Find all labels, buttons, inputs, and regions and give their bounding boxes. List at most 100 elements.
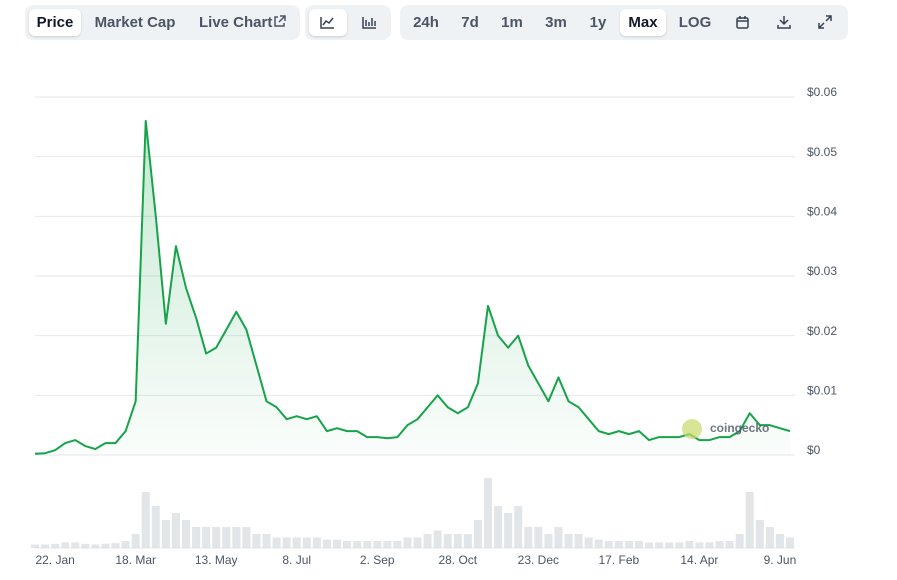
y-tick-label: $0.02 <box>807 324 837 338</box>
volume-bar <box>232 527 241 548</box>
volume-bar <box>463 534 472 548</box>
volume-bar <box>282 537 291 548</box>
volume-bar <box>534 527 543 548</box>
volume-bar <box>685 541 694 548</box>
range[interactable]: LOG <box>678 14 712 31</box>
volume-bar <box>504 513 513 548</box>
volume-bar <box>383 541 392 548</box>
range[interactable]: 24h <box>413 14 439 31</box>
volume-bar <box>745 492 754 548</box>
volume-bar <box>212 527 221 548</box>
volume-bar <box>111 543 120 548</box>
volume-bar <box>584 537 593 548</box>
volume-bar <box>332 539 342 548</box>
volume-bar <box>403 537 412 548</box>
volume-bar <box>413 537 422 548</box>
volume-bar <box>353 541 362 548</box>
volume-bar <box>715 541 724 548</box>
volume-bar <box>665 542 674 548</box>
volume-bar <box>494 506 503 548</box>
volume-bar <box>91 544 100 548</box>
x-tick-label: 14. Apr <box>680 553 718 567</box>
volume-bar <box>725 541 734 548</box>
volume-bar <box>574 534 583 548</box>
volume-bar <box>343 541 352 548</box>
volume-bar <box>705 542 714 548</box>
volume-bar <box>121 541 130 548</box>
volume-bar <box>433 530 442 548</box>
fullscreen-icon[interactable] <box>818 15 832 29</box>
volume-bar <box>423 534 432 548</box>
volume-bar <box>695 542 704 548</box>
volume-bar <box>242 527 251 548</box>
range[interactable]: 1m <box>501 14 523 31</box>
area <box>35 120 790 455</box>
chart-type-tabs <box>305 5 391 40</box>
volume-bar <box>453 534 462 548</box>
volume-bar <box>755 520 764 548</box>
volume-bar <box>171 513 180 548</box>
line-icon <box>320 17 334 29</box>
range[interactable]: 7d <box>461 14 479 31</box>
volume-bar <box>252 534 261 548</box>
volume-bar <box>181 520 191 548</box>
volume-bar <box>775 534 784 548</box>
x-tick-label: 22. Jan <box>35 553 74 567</box>
x-tick-label: 9. Jun <box>764 553 797 567</box>
volume-bar <box>131 534 140 548</box>
view-tabs: Price Market Cap Live Chart <box>25 5 300 40</box>
volume-bar <box>544 534 553 548</box>
volume-bar <box>373 541 382 548</box>
volume-bar <box>604 541 613 548</box>
range[interactable]: 1y <box>589 14 607 31</box>
volume-bar <box>675 542 684 548</box>
volume-bar <box>312 537 321 548</box>
volume-bar <box>192 527 201 548</box>
range[interactable]: Max <box>620 9 666 36</box>
calendar-icon[interactable] <box>736 16 749 29</box>
volume-bar <box>262 534 271 548</box>
volume-bar <box>272 537 281 548</box>
x-tick-label: 28. Oct <box>438 553 477 567</box>
volume-bar <box>141 492 150 548</box>
volume-bar <box>222 527 231 548</box>
volume-bar <box>614 541 623 548</box>
y-tick-label: $0 <box>807 443 821 457</box>
volume-bar <box>554 527 563 548</box>
tab[interactable]: Market Cap <box>94 14 176 31</box>
range[interactable]: 3m <box>545 14 567 31</box>
volume-bar <box>443 534 452 548</box>
volume-bar <box>61 542 70 548</box>
download-icon[interactable] <box>777 15 791 29</box>
volume-bar <box>634 541 644 548</box>
volume-bar <box>393 541 402 548</box>
x-tick-label: 17. Feb <box>599 553 640 567</box>
volume-bar <box>655 542 664 548</box>
y-tick-label: $0.04 <box>807 205 837 219</box>
volume-bar <box>765 527 774 548</box>
volume-bar <box>161 520 170 548</box>
tab[interactable]: Live Chart <box>199 14 273 31</box>
x-tick-label: 18. Mar <box>115 553 156 567</box>
volume-bar <box>41 544 50 548</box>
volume-bar <box>524 527 533 548</box>
price-line <box>34 119 791 455</box>
y-tick-label: $0.01 <box>807 384 837 398</box>
volume-bar <box>473 520 482 548</box>
volume-bar <box>202 527 211 548</box>
watermark: coingecko <box>710 421 769 435</box>
volume-bar <box>151 506 160 548</box>
volume-bar <box>785 537 795 548</box>
volume-bar <box>735 534 744 548</box>
volume-bar <box>71 542 80 548</box>
volume-bar <box>514 506 523 548</box>
volume-bar <box>645 542 654 548</box>
volume-bar <box>564 534 573 548</box>
external-icon <box>274 15 286 27</box>
volume-bar <box>101 543 110 548</box>
volume-bar <box>51 543 60 548</box>
volume-bar <box>322 539 331 548</box>
tab[interactable]: Price <box>29 9 81 36</box>
